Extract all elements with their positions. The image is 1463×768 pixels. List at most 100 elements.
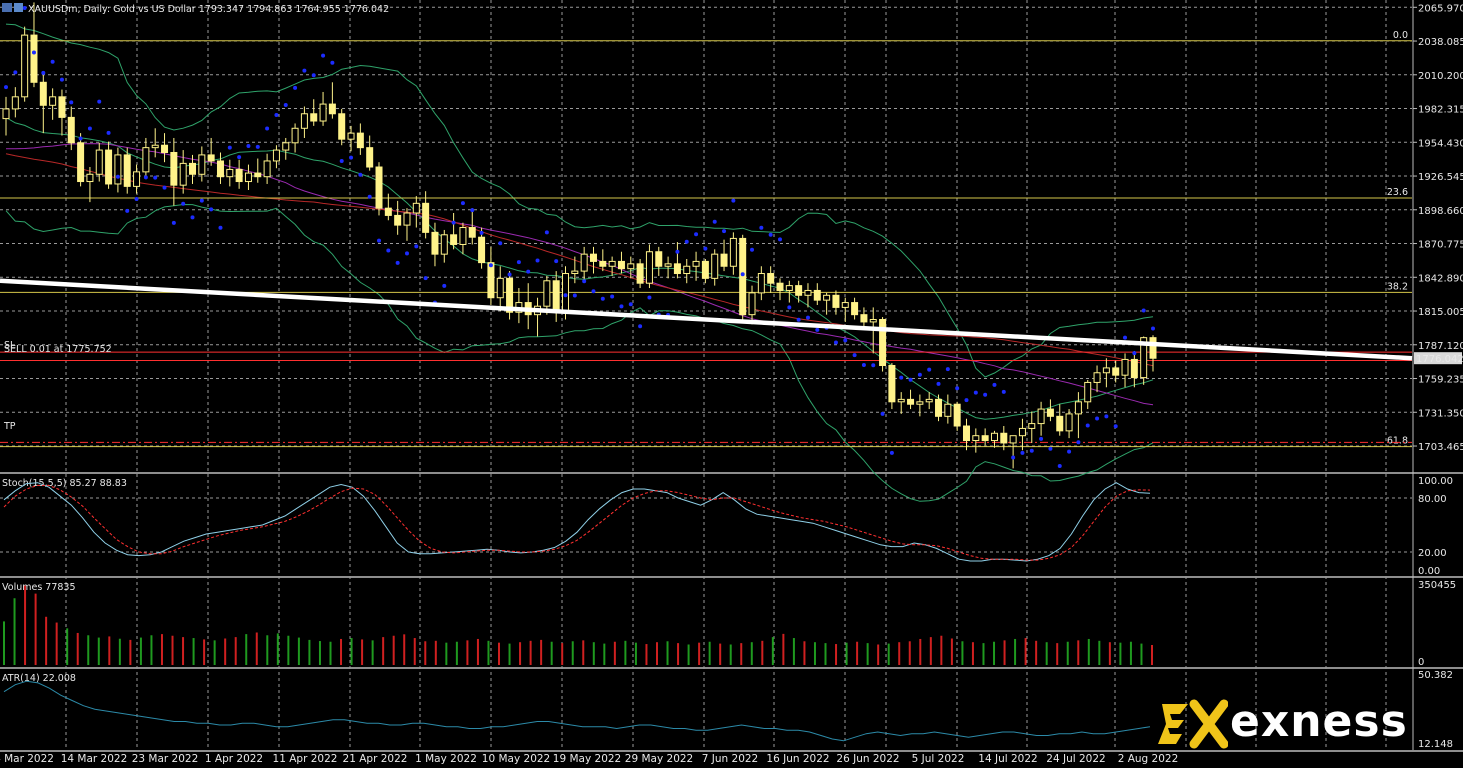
candle-body <box>459 227 467 245</box>
price-axis: 2065.970 2038.085 2010.200 1982.315 1954.430… <box>1413 3 1463 750</box>
psar-dot <box>106 130 111 135</box>
psar-dot <box>628 302 633 307</box>
date-tick-label: 5 Jul 2022 <box>912 753 965 765</box>
candle-body <box>1065 413 1073 432</box>
stochastic-pane: Stoch(15,5,5) 85.27 88.83 <box>0 478 1412 562</box>
candle-body <box>804 289 812 296</box>
candle-body <box>478 236 486 264</box>
psar-dot <box>358 172 363 177</box>
psar-dot <box>498 241 503 246</box>
date-tick-label: 1 May 2022 <box>415 753 477 765</box>
candle-body <box>767 273 775 284</box>
psar-dot <box>442 283 447 288</box>
candle-body <box>366 147 374 168</box>
date-tick-label: 14 Jul 2022 <box>978 753 1037 765</box>
volumes-tick-label: 0 <box>1418 657 1424 668</box>
psar-dot <box>591 289 596 294</box>
candle-body <box>823 294 831 301</box>
candle-body <box>263 160 271 178</box>
candle-body <box>1074 401 1082 415</box>
candle-body <box>328 103 336 115</box>
candle-body <box>953 403 961 427</box>
psar-dot <box>964 398 969 403</box>
psar-dot <box>330 60 335 65</box>
psar-dot <box>1020 450 1025 455</box>
candle-body <box>571 270 579 275</box>
candle-body <box>207 154 215 162</box>
candle-body <box>440 234 448 255</box>
psar-dot <box>1141 308 1146 313</box>
psar-dot <box>572 293 577 298</box>
psar-dot <box>1095 416 1100 421</box>
fib-level-label: 0.0 <box>1393 30 1408 41</box>
candle-body <box>95 149 103 175</box>
candle-body <box>310 113 318 122</box>
psar-dot <box>694 232 699 237</box>
sell-order-label[interactable]: SELL 0.01 at 1775.752 <box>4 344 112 355</box>
psar-dot <box>563 293 568 298</box>
psar-dot <box>1151 326 1155 331</box>
psar-dot <box>414 244 419 249</box>
chart-window-icon[interactable] <box>2 3 12 12</box>
atr-tick-label: 12.148 <box>1418 739 1453 750</box>
candle-body <box>216 160 224 178</box>
candle-body <box>356 132 364 149</box>
psar-dot <box>936 381 941 386</box>
candle-body <box>879 319 887 366</box>
atr-pane: ATR(14) 22.008 <box>2 673 1151 742</box>
psar-dot <box>582 279 587 284</box>
stochastic-tick-label: 20.00 <box>1418 548 1447 559</box>
psar-dot <box>973 390 978 395</box>
candle-body <box>468 227 476 238</box>
candle-body <box>627 263 635 270</box>
candle-body <box>599 260 607 267</box>
psar-dot <box>1123 335 1128 340</box>
tp-label: TP <box>3 421 16 432</box>
candle-body <box>655 251 663 267</box>
candle-body <box>133 171 141 187</box>
psar-dot <box>684 239 689 244</box>
psar-dot <box>1039 436 1044 441</box>
psar-dot <box>367 194 372 199</box>
price-tick-label: 1898.660 <box>1418 206 1463 217</box>
candle-body <box>608 260 616 267</box>
psar-dot <box>283 103 288 108</box>
candle-body <box>617 260 625 270</box>
date-tick-label: 2 Aug 2022 <box>1118 753 1179 765</box>
date-tick-label: 14 Mar 2022 <box>61 753 128 765</box>
date-tick-label: 21 Apr 2022 <box>343 753 408 765</box>
psar-dot <box>50 59 55 64</box>
psar-dot <box>516 260 521 265</box>
psar-dot <box>209 207 214 212</box>
psar-dot <box>115 174 120 179</box>
psar-dot <box>1113 424 1118 429</box>
psar-dot <box>13 70 18 75</box>
fib-level-label: 38.2 <box>1387 281 1408 292</box>
psar-dot <box>703 246 708 251</box>
current-price-label: 1776.042 <box>1416 354 1463 365</box>
psar-dot <box>750 247 755 252</box>
psar-dot <box>833 340 838 345</box>
fib-level-label: 61.8 <box>1387 436 1408 447</box>
candle-body <box>291 127 299 144</box>
candle-body <box>338 113 346 140</box>
chart-mode-icon[interactable] <box>14 3 23 12</box>
candle-body <box>1037 408 1045 425</box>
psar-dot <box>451 220 456 225</box>
psar-dot <box>1011 455 1016 460</box>
psar-dot <box>945 367 950 372</box>
exness-wordmark: exness <box>1230 696 1408 747</box>
psar-dot <box>78 136 83 141</box>
candle-body <box>1130 358 1138 379</box>
date-axis: 4 Mar 2022 14 Mar 2022 23 Mar 2022 1 Apr 20… <box>0 753 1178 765</box>
date-tick-label: 4 Mar 2022 <box>0 753 54 765</box>
candle-body <box>851 302 859 316</box>
psar-dot <box>274 112 279 117</box>
date-tick-label: 23 Mar 2022 <box>132 753 199 765</box>
date-tick-label: 24 Jul 2022 <box>1046 753 1105 765</box>
candle-body <box>244 172 252 183</box>
price-tick-label: 1982.315 <box>1418 105 1463 116</box>
psar-dot <box>237 155 242 160</box>
candle-body <box>701 260 709 279</box>
bollinger-lower <box>5 203 1154 502</box>
